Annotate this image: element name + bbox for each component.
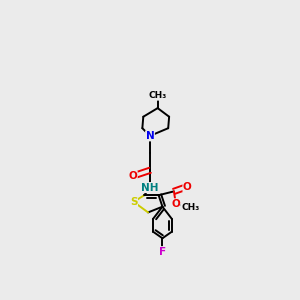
Text: CH₃: CH₃ bbox=[148, 91, 167, 100]
Text: CH₃: CH₃ bbox=[181, 203, 199, 212]
Text: F: F bbox=[159, 247, 166, 257]
Text: O: O bbox=[183, 182, 192, 192]
Text: O: O bbox=[172, 199, 180, 209]
Text: N: N bbox=[146, 131, 154, 141]
Text: S: S bbox=[130, 197, 137, 207]
Text: NH: NH bbox=[141, 182, 159, 193]
Text: O: O bbox=[128, 171, 137, 181]
